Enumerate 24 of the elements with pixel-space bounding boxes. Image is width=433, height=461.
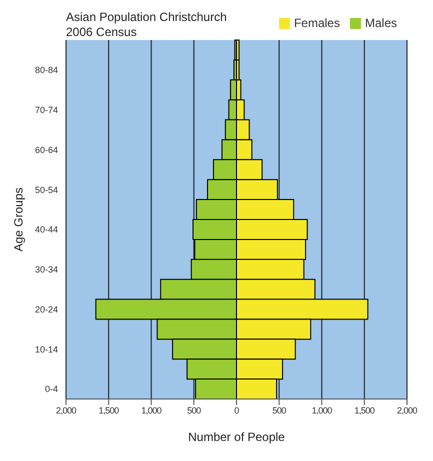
x-tick-label: 500	[187, 405, 202, 416]
y-axis-title: Age Groups	[11, 187, 26, 252]
chart-subtitle: 2006 Census	[66, 25, 138, 40]
chart-title: Asian Population Christchurch	[66, 10, 227, 25]
x-tick-label: 2,000	[396, 405, 418, 416]
x-axis-title: Number of People	[188, 430, 286, 444]
y-tick-label: 20-24	[34, 304, 58, 314]
y-tick-label: 40-44	[34, 224, 58, 235]
legend-label: Females	[294, 16, 340, 30]
legend-label: Males	[364, 16, 397, 30]
x-tick-label: 0	[234, 405, 240, 416]
y-tick-label: 60-64	[34, 144, 58, 155]
y-tick-label: 70-74	[34, 105, 58, 115]
x-tick-label: 500	[272, 405, 286, 416]
y-tick-label: 30-34	[34, 264, 58, 275]
x-tick-label: 1,000	[141, 405, 162, 416]
x-tick-label: 1,000	[312, 405, 332, 416]
x-tick-label: 1,500	[354, 405, 375, 416]
x-tick-label: 1,500	[98, 405, 120, 416]
y-tick-label: 80-84	[34, 65, 58, 76]
x-tick-label: 2,000	[56, 405, 76, 416]
y-tick-label: 10-14	[34, 344, 58, 354]
y-tick-label: 0-4	[44, 384, 58, 394]
y-tick-label: 50-54	[34, 184, 58, 195]
